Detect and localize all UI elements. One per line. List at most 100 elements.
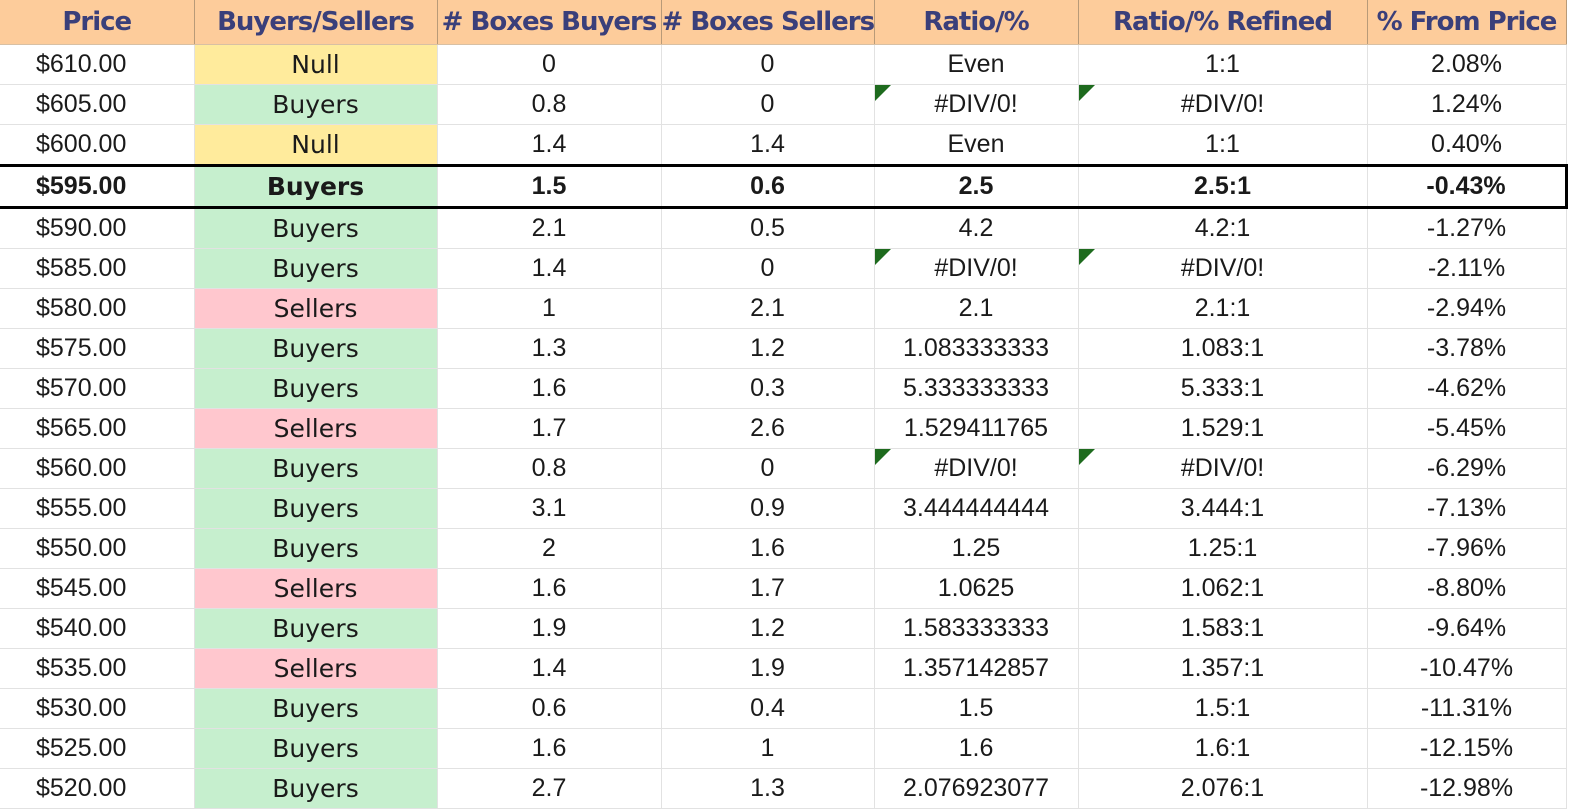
cell-boxes-sellers[interactable]: 0.4 [661,688,875,729]
cell-boxes-sellers[interactable]: 1.2 [661,608,875,649]
cell-side[interactable]: Sellers [194,648,438,689]
cell-ratio[interactable]: Even [874,44,1079,85]
cell-boxes-buyers[interactable]: 1.4 [437,124,662,166]
cell-price[interactable]: $560.00 [0,448,195,489]
cell-from-price[interactable]: -4.62% [1367,368,1567,409]
cell-boxes-buyers[interactable]: 1.6 [437,728,662,769]
cell-price[interactable]: $540.00 [0,608,195,649]
cell-ratio-refined[interactable]: 1.25:1 [1078,528,1368,569]
cell-side[interactable]: Null [194,124,438,166]
cell-boxes-sellers[interactable]: 0 [661,448,875,489]
cell-from-price[interactable]: -1.27% [1367,207,1567,249]
cell-boxes-sellers[interactable]: 2.6 [661,408,875,449]
cell-price[interactable]: $600.00 [0,124,195,166]
cell-boxes-buyers[interactable]: 2.1 [437,207,662,249]
cell-price[interactable]: $550.00 [0,528,195,569]
header-boxes-sellers[interactable]: # Boxes Sellers [661,0,875,45]
cell-side[interactable]: Null [194,44,438,85]
cell-side[interactable]: Sellers [194,408,438,449]
cell-ratio[interactable]: 1.083333333 [874,328,1079,369]
cell-from-price[interactable]: -0.43% [1367,164,1568,209]
cell-ratio[interactable]: 1.5 [874,688,1079,729]
cell-boxes-buyers[interactable]: 0.8 [437,448,662,489]
cell-ratio[interactable]: #DIV/0! [874,248,1079,289]
cell-side[interactable]: Buyers [194,368,438,409]
cell-ratio-refined[interactable]: 3.444:1 [1078,488,1368,529]
cell-from-price[interactable]: -10.47% [1367,648,1567,689]
cell-ratio[interactable]: 1.0625 [874,568,1079,609]
cell-price[interactable]: $565.00 [0,408,195,449]
cell-boxes-sellers[interactable]: 1.7 [661,568,875,609]
cell-ratio[interactable]: #DIV/0! [874,84,1079,125]
cell-boxes-buyers[interactable]: 1.4 [437,248,662,289]
cell-boxes-buyers[interactable]: 0.6 [437,688,662,729]
cell-from-price[interactable]: -7.13% [1367,488,1567,529]
cell-from-price[interactable]: -12.15% [1367,728,1567,769]
cell-price[interactable]: $570.00 [0,368,195,409]
cell-side[interactable]: Buyers [194,164,438,209]
cell-boxes-sellers[interactable]: 2.1 [661,288,875,329]
cell-ratio[interactable]: 4.2 [874,207,1079,249]
cell-boxes-buyers[interactable]: 1.4 [437,648,662,689]
header-ratio[interactable]: Ratio/% [874,0,1079,45]
cell-ratio[interactable]: 2.5 [874,164,1079,209]
cell-boxes-sellers[interactable]: 1.6 [661,528,875,569]
cell-ratio-refined[interactable]: #DIV/0! [1078,248,1368,289]
cell-boxes-buyers[interactable]: 1.6 [437,368,662,409]
cell-ratio-refined[interactable]: 1.583:1 [1078,608,1368,649]
cell-ratio-refined[interactable]: 1.5:1 [1078,688,1368,729]
cell-ratio[interactable]: 2.076923077 [874,768,1079,809]
cell-side[interactable]: Buyers [194,768,438,809]
cell-from-price[interactable]: -12.98% [1367,768,1567,809]
cell-side[interactable]: Sellers [194,568,438,609]
cell-ratio-refined[interactable]: 1.357:1 [1078,648,1368,689]
cell-from-price[interactable]: -7.96% [1367,528,1567,569]
cell-price[interactable]: $530.00 [0,688,195,729]
cell-from-price[interactable]: 1.24% [1367,84,1567,125]
header-boxes-buyers[interactable]: # Boxes Buyers [437,0,662,45]
cell-side[interactable]: Buyers [194,207,438,249]
cell-ratio-refined[interactable]: 1.083:1 [1078,328,1368,369]
cell-boxes-sellers[interactable]: 0 [661,84,875,125]
cell-boxes-buyers[interactable]: 3.1 [437,488,662,529]
cell-boxes-sellers[interactable]: 0.9 [661,488,875,529]
cell-boxes-buyers[interactable]: 1 [437,288,662,329]
cell-boxes-sellers[interactable]: 0.5 [661,207,875,249]
cell-ratio-refined[interactable]: 4.2:1 [1078,207,1368,249]
cell-boxes-buyers[interactable]: 1.6 [437,568,662,609]
cell-side[interactable]: Sellers [194,288,438,329]
cell-boxes-buyers[interactable]: 1.5 [437,164,662,209]
cell-from-price[interactable]: -6.29% [1367,448,1567,489]
cell-ratio[interactable]: #DIV/0! [874,448,1079,489]
cell-ratio-refined[interactable]: 2.1:1 [1078,288,1368,329]
cell-price[interactable]: $535.00 [0,648,195,689]
header-buyers-sellers[interactable]: Buyers/Sellers [194,0,438,45]
cell-price[interactable]: $585.00 [0,248,195,289]
cell-price[interactable]: $595.00 [0,164,195,209]
cell-price[interactable]: $555.00 [0,488,195,529]
cell-from-price[interactable]: -9.64% [1367,608,1567,649]
cell-ratio-refined[interactable]: 2.5:1 [1078,164,1368,209]
cell-boxes-buyers[interactable]: 1.9 [437,608,662,649]
cell-ratio-refined[interactable]: 1:1 [1078,44,1368,85]
cell-from-price[interactable]: -2.11% [1367,248,1567,289]
cell-boxes-sellers[interactable]: 1.3 [661,768,875,809]
cell-boxes-buyers[interactable]: 0 [437,44,662,85]
cell-ratio-refined[interactable]: 5.333:1 [1078,368,1368,409]
cell-boxes-sellers[interactable]: 1.2 [661,328,875,369]
cell-price[interactable]: $525.00 [0,728,195,769]
cell-price[interactable]: $545.00 [0,568,195,609]
cell-boxes-buyers[interactable]: 2.7 [437,768,662,809]
cell-ratio[interactable]: 1.583333333 [874,608,1079,649]
cell-ratio-refined[interactable]: 2.076:1 [1078,768,1368,809]
cell-side[interactable]: Buyers [194,688,438,729]
cell-price[interactable]: $580.00 [0,288,195,329]
cell-price[interactable]: $590.00 [0,207,195,249]
cell-boxes-sellers[interactable]: 1.9 [661,648,875,689]
cell-ratio[interactable]: 1.6 [874,728,1079,769]
cell-boxes-buyers[interactable]: 2 [437,528,662,569]
cell-side[interactable]: Buyers [194,248,438,289]
cell-side[interactable]: Buyers [194,528,438,569]
cell-from-price[interactable]: 0.40% [1367,124,1567,166]
cell-ratio-refined[interactable]: 1.6:1 [1078,728,1368,769]
